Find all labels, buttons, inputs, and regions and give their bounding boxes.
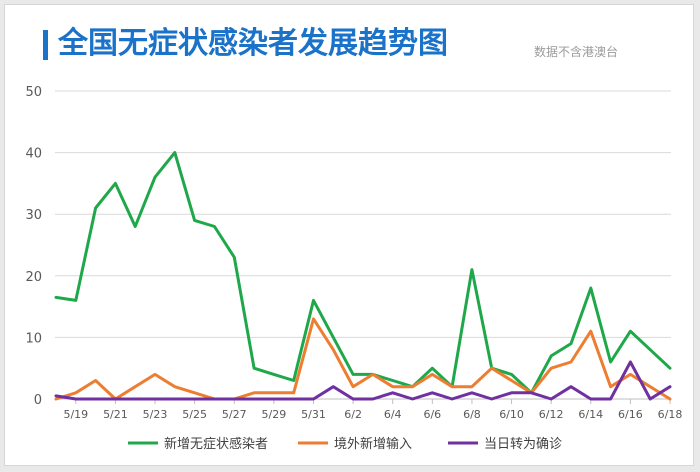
y-tick-label: 20	[25, 270, 42, 285]
data-note: 数据不含港澳台	[534, 45, 619, 59]
series-line-2	[54, 360, 672, 401]
x-tick-label: 6/14	[578, 408, 603, 421]
legend-label-1: 境外新增输入	[334, 436, 412, 452]
y-tick-label: 50	[25, 85, 42, 100]
y-tick-label: 40	[25, 147, 42, 162]
x-tick-label: 6/18	[658, 408, 683, 421]
x-tick-label: 5/25	[182, 408, 207, 421]
x-tick-label: 5/23	[143, 408, 168, 421]
title-accent-bar	[43, 30, 48, 60]
x-tick-label: 6/12	[539, 408, 564, 421]
x-tick-label: 6/4	[384, 408, 402, 421]
x-tick-label: 6/10	[499, 408, 524, 421]
y-tick-label: 30	[25, 208, 42, 223]
y-tick-label: 10	[25, 331, 42, 346]
legend-label-0: 新增无症状感染者	[164, 436, 268, 452]
chart-card	[4, 4, 694, 466]
series-line-1	[54, 317, 672, 401]
x-tick-label: 5/19	[63, 408, 88, 421]
x-axis-ticks: 5/19 5/21 5/23 5/25 5/27 5/29 5/31 6/2 6/4 6/6 6/8…	[63, 399, 682, 421]
x-tick-label: 5/27	[222, 408, 247, 421]
series-lines	[54, 151, 672, 401]
x-tick-label: 5/21	[103, 408, 128, 421]
legend: 新增无症状感染者 境外新增输入 当日转为确诊	[128, 436, 562, 452]
x-tick-label: 5/29	[262, 408, 287, 421]
legend-label-2: 当日转为确诊	[484, 437, 562, 452]
x-tick-label: 5/31	[301, 408, 326, 421]
x-tick-label: 6/8	[463, 408, 481, 421]
x-tick-label: 6/16	[618, 408, 643, 421]
y-tick-label: 0	[34, 393, 42, 408]
x-tick-label: 6/6	[423, 408, 441, 421]
x-tick-label: 6/2	[344, 408, 362, 421]
chart-title: 全国无症状感染者发展趋势图	[58, 26, 448, 61]
y-axis-ticks: 0 10 20 30 40 50	[25, 85, 42, 408]
series-line-0	[54, 151, 672, 395]
